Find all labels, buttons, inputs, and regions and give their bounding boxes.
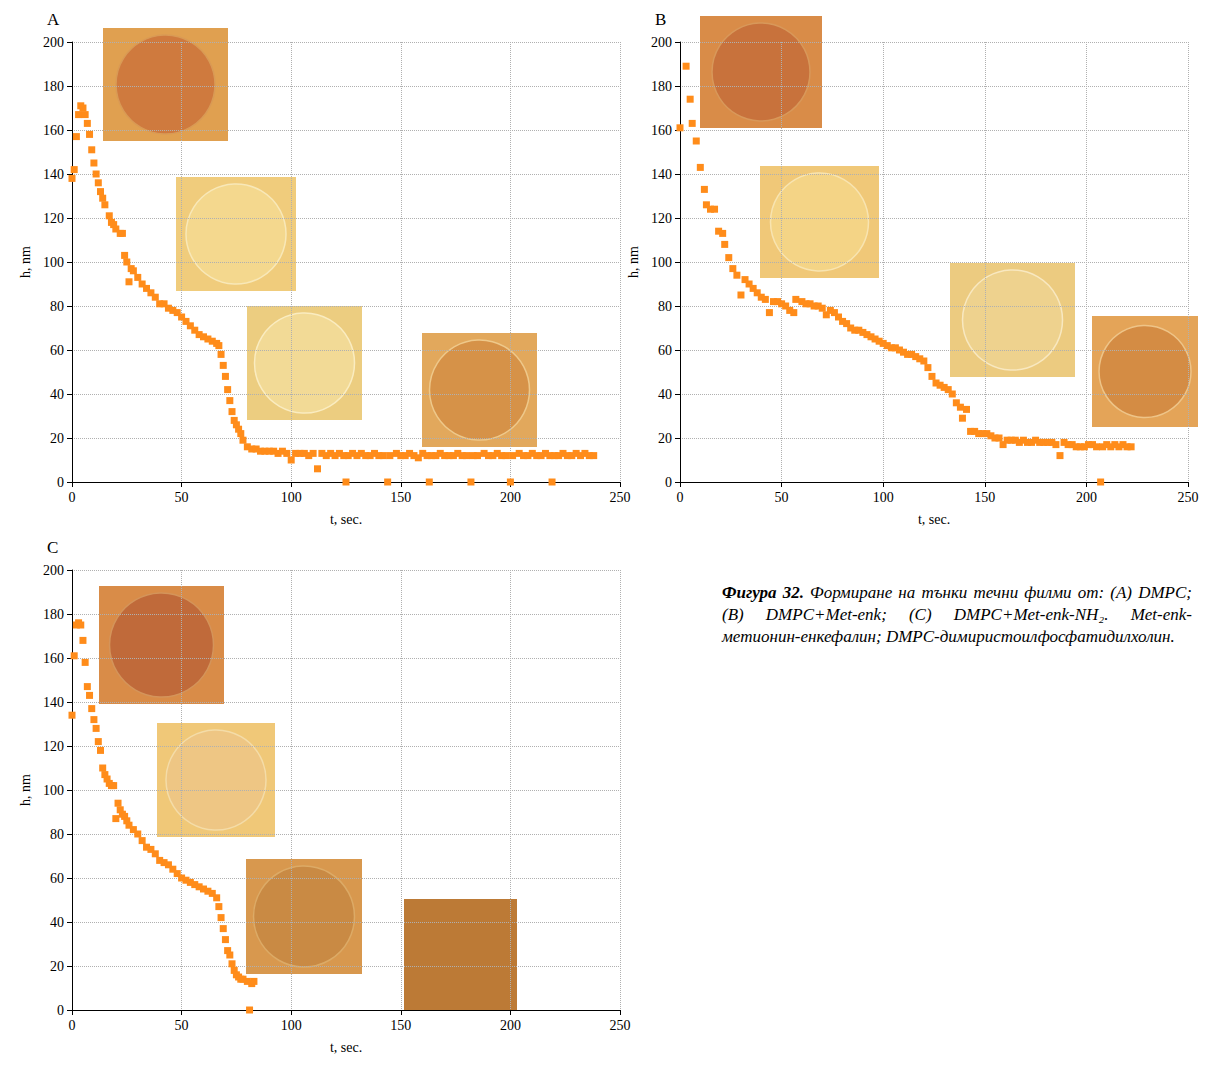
svg-text:180: 180: [43, 607, 64, 622]
svg-text:200: 200: [43, 563, 64, 578]
svg-text:0: 0: [57, 1003, 64, 1018]
svg-text:50: 50: [775, 490, 789, 505]
svg-text:t, sec.: t, sec.: [330, 1040, 362, 1055]
svg-text:B: B: [655, 10, 666, 29]
svg-text:40: 40: [50, 915, 64, 930]
svg-text:200: 200: [1076, 490, 1097, 505]
svg-text:200: 200: [43, 35, 64, 50]
svg-text:h, nm: h, nm: [18, 774, 33, 806]
svg-text:140: 140: [43, 695, 64, 710]
svg-text:60: 60: [658, 343, 672, 358]
svg-text:20: 20: [658, 431, 672, 446]
svg-text:60: 60: [50, 343, 64, 358]
svg-text:160: 160: [651, 123, 672, 138]
svg-text:40: 40: [658, 387, 672, 402]
svg-text:60: 60: [50, 871, 64, 886]
svg-text:200: 200: [651, 35, 672, 50]
html-text:Фигура 32. Формиране на тънки: Фигура 32. Формиране на тънки течни филм…: [722, 583, 1192, 647]
svg-text:0: 0: [69, 490, 76, 505]
svg-text:A: A: [47, 10, 60, 29]
svg-text:t, sec.: t, sec.: [918, 512, 950, 527]
svg-text:120: 120: [43, 739, 64, 754]
svg-text:200: 200: [500, 490, 521, 505]
svg-text:150: 150: [390, 490, 411, 505]
svg-text:20: 20: [50, 431, 64, 446]
svg-text:160: 160: [43, 123, 64, 138]
svg-text:140: 140: [43, 167, 64, 182]
svg-text:150: 150: [974, 490, 995, 505]
svg-text:100: 100: [43, 255, 64, 270]
svg-text:C: C: [47, 538, 58, 557]
svg-text:80: 80: [658, 299, 672, 314]
svg-text:50: 50: [175, 1018, 189, 1033]
svg-text:120: 120: [43, 211, 64, 226]
svg-text:40: 40: [50, 387, 64, 402]
svg-text:50: 50: [175, 490, 189, 505]
svg-text:80: 80: [50, 827, 64, 842]
svg-text:t, sec.: t, sec.: [330, 512, 362, 527]
svg-text:180: 180: [43, 79, 64, 94]
svg-text:0: 0: [677, 490, 684, 505]
svg-text:80: 80: [50, 299, 64, 314]
svg-text:h, nm: h, nm: [626, 246, 641, 278]
svg-text:200: 200: [500, 1018, 521, 1033]
svg-text:100: 100: [873, 490, 894, 505]
svg-text:140: 140: [651, 167, 672, 182]
svg-text:0: 0: [665, 475, 672, 490]
svg-text:100: 100: [281, 1018, 302, 1033]
svg-text:h, nm: h, nm: [18, 246, 33, 278]
svg-text:250: 250: [610, 490, 631, 505]
svg-text:250: 250: [1178, 490, 1199, 505]
svg-text:100: 100: [651, 255, 672, 270]
svg-text:0: 0: [69, 1018, 76, 1033]
svg-text:160: 160: [43, 651, 64, 666]
svg-text:100: 100: [43, 783, 64, 798]
svg-text:180: 180: [651, 79, 672, 94]
svg-text:20: 20: [50, 959, 64, 974]
svg-text:100: 100: [281, 490, 302, 505]
svg-text:250: 250: [610, 1018, 631, 1033]
svg-text:120: 120: [651, 211, 672, 226]
svg-text:150: 150: [390, 1018, 411, 1033]
svg-text:0: 0: [57, 475, 64, 490]
